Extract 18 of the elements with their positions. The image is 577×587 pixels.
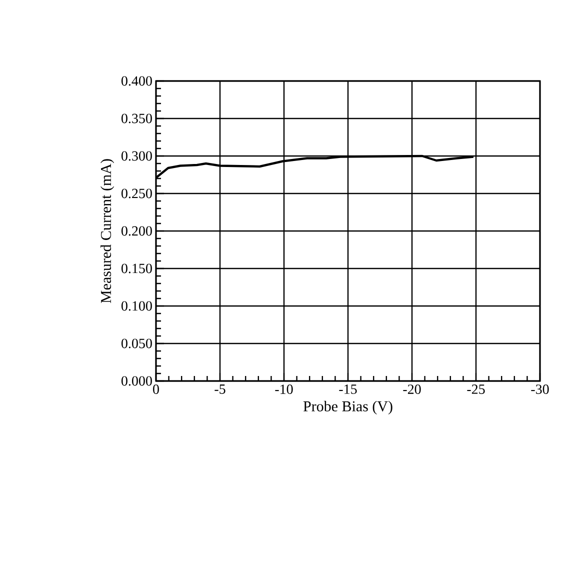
x-tick-label: -25 [467,384,485,394]
y-tick-label: 0.250 [121,188,152,198]
y-tick-label: 0.400 [121,76,152,86]
x-tick-label: 0 [153,384,159,394]
x-tick-label: -5 [214,384,226,394]
x-tick-label: -15 [339,384,357,394]
y-tick-label: 0.350 [121,114,152,124]
y-tick-label: 0.150 [121,264,152,274]
y-tick-label: 0.300 [121,151,152,161]
y-tick-label: 0.050 [121,338,152,348]
y-tick-label: 0.100 [121,301,152,311]
y-tick-label: 0.200 [121,226,152,236]
x-tick-label: -20 [403,384,421,394]
x-tick-label: -30 [531,384,549,394]
y-axis-title: Measured Current (mA) [100,159,114,304]
x-tick-label: -10 [275,384,293,394]
x-axis-title: Probe Bias (V) [303,400,392,414]
y-tick-label: 0.000 [121,376,152,386]
